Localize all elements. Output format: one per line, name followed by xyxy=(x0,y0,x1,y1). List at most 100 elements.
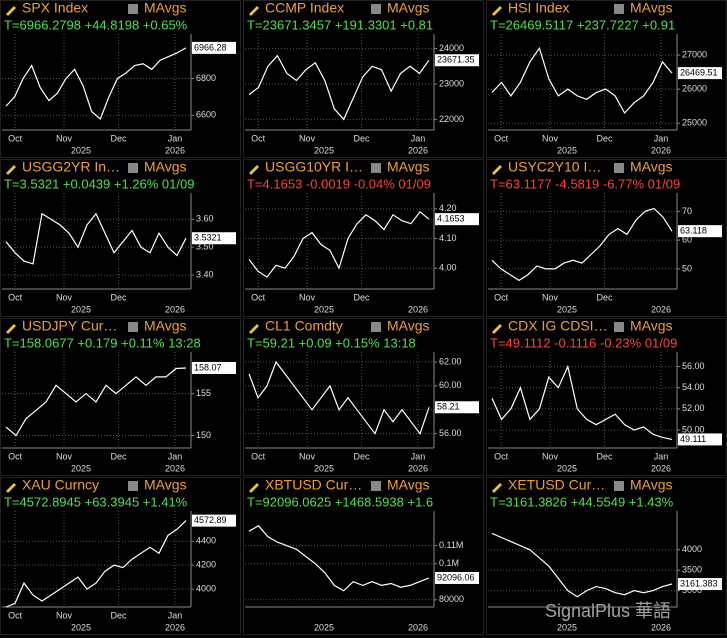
legend-swatch xyxy=(371,4,381,14)
y-tick-label: 56.00 xyxy=(439,428,462,438)
x-tick-label: Dec xyxy=(597,451,614,461)
quote-line: T=4.1653 -0.0019 -0.04% 01/09 xyxy=(247,176,431,191)
x-year-label: 2026 xyxy=(408,463,428,473)
x-tick-label: Jan xyxy=(654,451,669,461)
price-line xyxy=(5,520,187,608)
x-tick-label: Oct xyxy=(494,292,509,302)
x-year-label: 2025 xyxy=(557,145,577,155)
last-value-label: 158.07 xyxy=(194,362,222,372)
x-year-label: 2025 xyxy=(557,622,577,632)
legend-swatch xyxy=(128,163,138,173)
x-tick-label: Oct xyxy=(251,451,266,461)
last-value-label: 49.111 xyxy=(680,434,706,444)
x-tick-label: Dec xyxy=(597,133,614,143)
legend-entry: MAvgs xyxy=(387,477,430,493)
x-tick-label: Oct xyxy=(494,451,509,461)
pen-icon xyxy=(6,483,16,493)
pen-icon xyxy=(249,165,259,175)
x-tick-label: Dec xyxy=(111,133,128,143)
y-tick-label: 23000 xyxy=(439,78,464,88)
legend-swatch xyxy=(371,481,381,491)
x-year-label: 2025 xyxy=(557,304,577,314)
panel-border xyxy=(243,318,484,476)
chart-title: XETUSD Cur… xyxy=(508,477,605,493)
legend-swatch xyxy=(128,481,138,491)
x-year-label: 2025 xyxy=(71,622,91,632)
pen-icon xyxy=(492,165,502,175)
y-tick-label: 4.10 xyxy=(439,233,457,243)
x-tick-label: Jan xyxy=(168,133,183,143)
panel-border xyxy=(0,477,241,635)
last-value-box xyxy=(192,41,236,54)
x-tick-label: Nov xyxy=(56,292,73,302)
legend-entry: MAvgs xyxy=(144,318,187,334)
last-value-label: 4572.89 xyxy=(194,515,227,525)
pen-icon xyxy=(249,6,259,16)
legend-entry: MAvgs xyxy=(144,159,187,175)
chart-title: XBTUSD Cur… xyxy=(265,477,362,493)
panel-border xyxy=(0,159,241,317)
x-year-label: 2026 xyxy=(165,145,185,155)
last-value-label: 4.1653 xyxy=(437,214,465,224)
price-line xyxy=(248,525,430,592)
chart-title: CL1 Comdty xyxy=(265,318,343,334)
last-value-box xyxy=(435,401,479,414)
legend-swatch xyxy=(614,4,624,14)
x-tick-label: Jan xyxy=(654,133,669,143)
y-tick-label: 52.00 xyxy=(682,403,705,413)
pen-icon xyxy=(6,324,16,334)
x-tick-label: Jan xyxy=(168,610,183,620)
panel-border xyxy=(243,159,484,317)
last-value-label: 6966.28 xyxy=(194,42,227,52)
x-year-label: 2025 xyxy=(314,463,334,473)
x-year-label: 2026 xyxy=(165,622,185,632)
legend-entry: MAvgs xyxy=(387,318,430,334)
y-tick-label: 50.00 xyxy=(682,424,705,434)
legend-swatch xyxy=(614,322,624,332)
x-year-label: 2026 xyxy=(408,304,428,314)
x-tick-label: Dec xyxy=(597,292,614,302)
quote-line: T=3.5321 +0.0439 +1.26% 01/09 xyxy=(4,176,194,191)
y-tick-label: 3.40 xyxy=(196,269,214,279)
x-tick-label: Oct xyxy=(494,133,509,143)
panel-border xyxy=(243,477,484,635)
legend-swatch xyxy=(128,322,138,332)
x-tick-label: Dec xyxy=(354,451,371,461)
quote-line: T=3161.3826 +44.5549 +1.43% xyxy=(490,494,674,509)
chart-title: USYC2Y10 I… xyxy=(508,159,601,175)
y-tick-label: 62.00 xyxy=(439,356,462,366)
quote-line: T=49.1112 -0.1116 -0.23% 01/09 xyxy=(490,335,677,350)
y-tick-label: 0.11M xyxy=(439,540,463,550)
pen-icon xyxy=(249,483,259,493)
price-line xyxy=(491,532,673,598)
quote-line: T=158.0677 +0.179 +0.11% 13:28 xyxy=(4,335,201,350)
quote-line: T=6966.2798 +44.8198 +0.65% xyxy=(4,17,188,32)
y-tick-label: 6800 xyxy=(196,73,216,83)
price-line xyxy=(5,367,187,437)
y-tick-label: 22000 xyxy=(439,114,464,124)
last-value-label: 58.21 xyxy=(437,402,460,412)
quote-line: T=26469.5117 +237.7227 +0.91 xyxy=(490,17,675,32)
chart-title: USGG10YR I… xyxy=(265,159,363,175)
price-line xyxy=(248,54,430,121)
panel-border xyxy=(0,0,241,158)
price-line xyxy=(248,210,430,278)
x-tick-label: Oct xyxy=(8,610,23,620)
x-tick-label: Nov xyxy=(542,292,559,302)
price-line xyxy=(5,212,187,265)
x-year-label: 2025 xyxy=(314,304,334,314)
legend-entry: MAvgs xyxy=(630,0,673,16)
chart-title: XAU Curncy xyxy=(22,477,99,493)
x-tick-label: Dec xyxy=(354,133,371,143)
x-tick-label: Nov xyxy=(542,133,559,143)
panel-border xyxy=(243,0,484,158)
legend-entry: MAvgs xyxy=(630,477,673,493)
y-tick-label: 80000 xyxy=(439,594,464,604)
chart-title: CDX IG CDSI… xyxy=(508,318,608,334)
y-tick-label: 50 xyxy=(682,263,692,273)
panel-border xyxy=(0,318,241,476)
y-tick-label: 26000 xyxy=(682,83,707,93)
legend-entry: MAvgs xyxy=(630,159,673,175)
x-tick-label: Oct xyxy=(251,292,266,302)
y-tick-label: 4400 xyxy=(196,536,216,546)
